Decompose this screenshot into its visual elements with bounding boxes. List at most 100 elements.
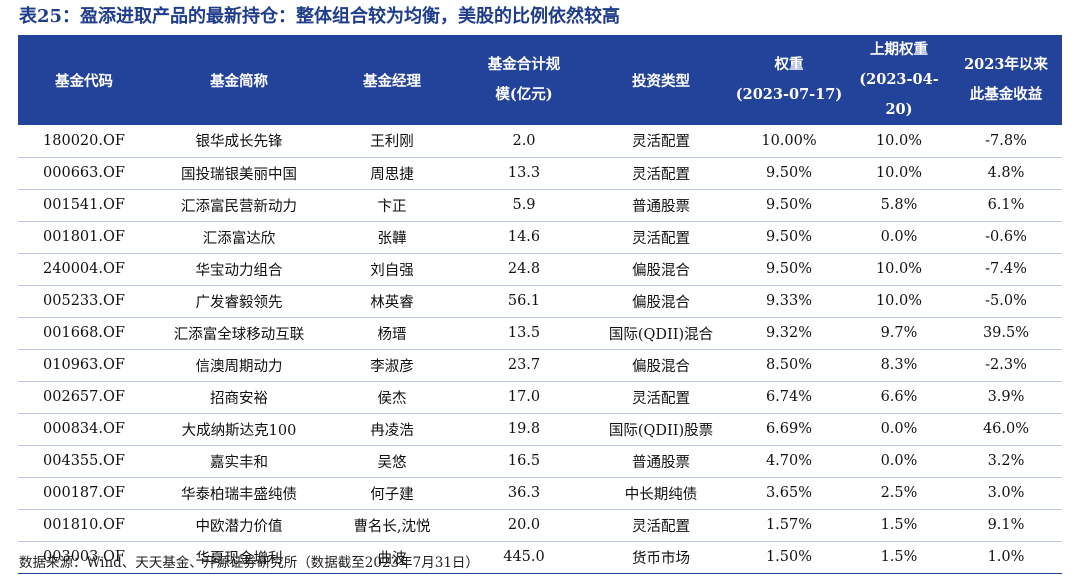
cell-code: 000663.OF [18,157,150,190]
cell-return: -7.4% [950,253,1062,286]
cell-code: 000187.OF [18,477,150,510]
cell-name: 华夏现金增利 [150,541,328,574]
cell-prev-weight: 2.5% [848,477,950,510]
cell-size: 13.5 [456,317,592,350]
cell-name: 汇添富全球移动互联 [150,317,328,350]
cell-prev-weight: 1.5% [848,509,950,542]
cell-code: 002657.OF [18,381,150,414]
table-body: 180020.OF 银华成长先锋 王利刚 2.0 灵活配置 10.00% 10.0% -7.8… [18,125,1062,574]
cell-type: 偏股混合 [592,285,730,318]
cell-name: 中欧潜力价值 [150,509,328,542]
cell-type: 偏股混合 [592,349,730,382]
header-type: 投资类型 [592,35,730,125]
table-header: 基金代码 基金简称 基金经理 基金合计规 模(亿元) 投资类型 权重 (2023… [18,35,1062,125]
cell-prev-weight: 9.7% [848,317,950,350]
cell-return: -2.3% [950,349,1062,382]
table-row: 240004.OF 华宝动力组合 刘自强 24.8 偏股混合 9.50% 10.0% -7.4… [18,253,1062,286]
cell-manager: 张韡 [328,221,456,254]
cell-weight: 6.69% [730,413,848,446]
table-row: 001541.OF 汇添富民营新动力 卞正 5.9 普通股票 9.50% 5.8% 6.1% [18,189,1062,222]
cell-prev-weight: 0.0% [848,413,950,446]
cell-code: 001810.OF [18,509,150,542]
cell-prev-weight: 0.0% [848,445,950,478]
cell-code: 180020.OF [18,125,150,158]
header-prev-weight-line1: 上期权重 [870,41,928,58]
cell-size: 16.5 [456,445,592,478]
header-weight: 权重 (2023-07-17) [730,35,848,125]
cell-size: 17.0 [456,381,592,414]
cell-type: 灵活配置 [592,125,730,158]
cell-type: 国际(QDII)混合 [592,317,730,350]
cell-code: 001541.OF [18,189,150,222]
cell-size: 14.6 [456,221,592,254]
table-row: 002657.OF 招商安裕 侯杰 17.0 灵活配置 6.74% 6.6% 3.9% [18,381,1062,414]
cell-name: 大成纳斯达克100 [150,413,328,446]
cell-size: 23.7 [456,349,592,382]
cell-manager: 林英睿 [328,285,456,318]
cell-code: 000834.OF [18,413,150,446]
cell-return: 4.8% [950,157,1062,190]
cell-manager: 卞正 [328,189,456,222]
cell-return: -5.0% [950,285,1062,318]
cell-size: 13.3 [456,157,592,190]
header-code: 基金代码 [18,35,150,125]
table-row: 010963.OF 信澳周期动力 李淑彦 23.7 偏股混合 8.50% 8.3% -2.3% [18,349,1062,382]
cell-weight: 1.50% [730,541,848,574]
cell-weight: 9.32% [730,317,848,350]
cell-type: 国际(QDII)股票 [592,413,730,446]
table-row: 180020.OF 银华成长先锋 王利刚 2.0 灵活配置 10.00% 10.0% -7.8… [18,125,1062,158]
cell-code: 001668.OF [18,317,150,350]
table-row: 003003.OF 华夏现金增利 曲波 445.0 货币市场 1.50% 1.5% 1.0% [18,541,1062,574]
cell-name: 招商安裕 [150,381,328,414]
cell-code: 003003.OF [18,541,150,574]
header-weight-line2: (2023-07-17) [735,86,843,103]
cell-size: 24.8 [456,253,592,286]
header-name: 基金简称 [150,35,328,125]
cell-size: 2.0 [456,125,592,158]
table-row: 001810.OF 中欧潜力价值 曹名长,沈悦 20.0 灵活配置 1.57% 1.5% 9.… [18,509,1062,542]
cell-return: -0.6% [950,221,1062,254]
source-note: 数据来源：Wind、天天基金、开源证券研究所（数据截至2023年7月31日） [19,555,479,571]
header-return: 2023年以来 此基金收益 [950,35,1062,125]
cell-code: 005233.OF [18,285,150,318]
cell-prev-weight: 6.6% [848,381,950,414]
cell-name: 华泰柏瑞丰盛纯债 [150,477,328,510]
table-row: 000834.OF 大成纳斯达克100 冉凌浩 19.8 国际(QDII)股票 6.69%… [18,413,1062,446]
table-row: 000187.OF 华泰柏瑞丰盛纯债 何子建 36.3 中长期纯债 3.65% 2.5% 3.… [18,477,1062,510]
cell-manager: 何子建 [328,477,456,510]
cell-return: -7.8% [950,125,1062,158]
cell-return: 6.1% [950,189,1062,222]
cell-manager: 杨瑨 [328,317,456,350]
cell-manager: 侯杰 [328,381,456,414]
cell-return: 3.9% [950,381,1062,414]
table-row: 001801.OF 汇添富达欣 张韡 14.6 灵活配置 9.50% 0.0% -0.6% [18,221,1062,254]
cell-name: 信澳周期动力 [150,349,328,382]
cell-weight: 9.50% [730,221,848,254]
cell-manager: 刘自强 [328,253,456,286]
cell-type: 货币市场 [592,541,730,574]
cell-type: 灵活配置 [592,509,730,542]
cell-manager: 王利刚 [328,125,456,158]
cell-size: 56.1 [456,285,592,318]
cell-manager: 吴悠 [328,445,456,478]
cell-code: 010963.OF [18,349,150,382]
cell-return: 3.2% [950,445,1062,478]
cell-type: 普通股票 [592,189,730,222]
header-manager: 基金经理 [328,35,456,125]
cell-type: 中长期纯债 [592,477,730,510]
cell-name: 广发睿毅领先 [150,285,328,318]
table-row: 005233.OF 广发睿毅领先 林英睿 56.1 偏股混合 9.33% 10.0% -5.0… [18,285,1062,318]
cell-weight: 3.65% [730,477,848,510]
cell-type: 灵活配置 [592,381,730,414]
cell-weight: 9.50% [730,157,848,190]
cell-code: 004355.OF [18,445,150,478]
cell-prev-weight: 5.8% [848,189,950,222]
header-prev-weight: 上期权重 (2023-04-20) [848,35,950,125]
header-return-line2: 此基金收益 [969,86,1043,103]
cell-return: 9.1% [950,509,1062,542]
table-title: 表25：盈添进取产品的最新持仓：整体组合较为均衡，美股的比例依然较高 [19,6,621,27]
cell-type: 灵活配置 [592,221,730,254]
cell-name: 汇添富民营新动力 [150,189,328,222]
cell-weight: 1.57% [730,509,848,542]
header-weight-line1: 权重 [774,56,804,73]
